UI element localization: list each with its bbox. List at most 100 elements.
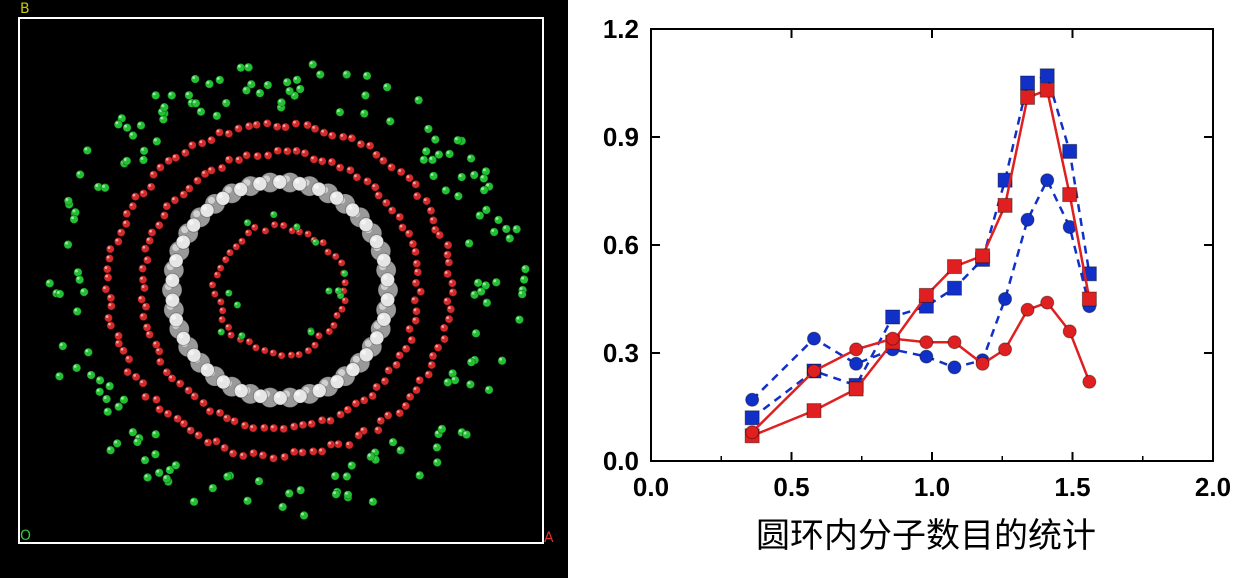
green-atom-highlight xyxy=(390,439,393,443)
green-atom-highlight xyxy=(309,61,313,65)
red-atom xyxy=(258,450,268,460)
green-atom-highlight xyxy=(102,184,106,188)
red-atom xyxy=(426,206,436,216)
red-atom xyxy=(162,367,172,377)
red-atom-highlight xyxy=(441,336,445,340)
red-atom-highlight xyxy=(423,198,427,202)
carbon-atom xyxy=(175,234,191,250)
red-atom-highlight xyxy=(413,280,416,283)
red-atom xyxy=(373,425,383,435)
carbon-atom-highlight xyxy=(379,314,384,320)
green-atom-highlight xyxy=(476,212,480,216)
red-atom-highlight xyxy=(337,164,341,168)
green-atom xyxy=(242,496,253,506)
red-atom xyxy=(298,420,308,430)
green-atom xyxy=(278,502,288,512)
red-atom xyxy=(384,365,394,375)
series-layer xyxy=(744,68,1097,444)
green-atom xyxy=(489,227,499,237)
green-atom-highlight xyxy=(186,92,189,96)
green-atom xyxy=(501,224,511,234)
green-atom-highlight xyxy=(244,220,248,223)
red-atom-highlight xyxy=(146,237,150,241)
red-atom xyxy=(291,119,301,129)
red-atom xyxy=(329,321,338,330)
red-atom xyxy=(114,331,123,341)
green-atom-highlight xyxy=(294,76,297,80)
carbon-atom xyxy=(253,388,268,404)
green-atom-highlight xyxy=(449,370,453,374)
red-atom-highlight xyxy=(416,377,420,381)
red-atom-highlight xyxy=(447,306,451,310)
red-atom xyxy=(224,323,233,332)
simulation-box-frame xyxy=(18,17,544,544)
green-atom-highlight xyxy=(434,459,438,463)
green-atom-highlight xyxy=(471,291,475,295)
red-atom xyxy=(263,151,273,160)
green-atom-highlight xyxy=(123,158,127,161)
carbon-atom xyxy=(233,383,249,399)
green-atom xyxy=(423,124,433,134)
red-atom xyxy=(272,122,282,132)
green-atom xyxy=(82,145,92,156)
red-atom xyxy=(149,170,158,180)
green-atom xyxy=(330,471,340,481)
red-atom-highlight xyxy=(410,241,413,244)
red-atom-highlight xyxy=(104,266,108,270)
red-atom xyxy=(422,196,432,206)
carbon-atom-highlight xyxy=(313,184,319,190)
carbon-atom-highlight xyxy=(364,339,372,347)
axis-label-a: A xyxy=(544,530,554,546)
carbon-atom xyxy=(376,311,392,327)
red-atom xyxy=(130,192,140,201)
red-atom xyxy=(304,230,313,239)
red-atom-highlight xyxy=(444,298,448,302)
carbon-atom-highlight xyxy=(178,237,184,243)
data-point-circle xyxy=(849,356,864,371)
carbon-atom-highlight xyxy=(331,193,337,199)
data-point-square xyxy=(1020,75,1036,91)
red-atom xyxy=(155,163,165,172)
red-atom-highlight xyxy=(161,212,165,216)
red-atom xyxy=(139,189,148,198)
data-point-circle xyxy=(919,349,934,364)
line-chart: 0.0 0.5 1.0 1.5 2.0 0.0 0.3 0.6 0.9 1.2 xyxy=(603,14,1231,502)
green-atom xyxy=(184,90,194,100)
green-atom xyxy=(481,205,491,215)
red-atom-highlight xyxy=(156,222,160,226)
red-atom xyxy=(245,337,254,346)
red-atom-highlight xyxy=(189,142,193,146)
red-atom xyxy=(401,401,411,411)
red-atom xyxy=(338,132,348,142)
data-point-square xyxy=(1039,82,1055,98)
red-atom-highlight xyxy=(403,345,407,349)
red-atom xyxy=(433,343,443,352)
green-atom-highlight xyxy=(85,349,89,353)
carbon-atom xyxy=(358,217,374,233)
red-atom-highlight xyxy=(308,421,312,424)
green-atom-highlight xyxy=(415,97,419,101)
red-atom-highlight xyxy=(333,253,336,257)
red-atom-highlight xyxy=(305,231,309,235)
red-atom xyxy=(184,386,193,395)
red-atom xyxy=(413,267,423,277)
red-atom xyxy=(344,440,354,450)
red-atom xyxy=(446,304,456,314)
data-point-square xyxy=(744,410,760,426)
green-atom-highlight xyxy=(466,240,470,244)
green-atom xyxy=(505,233,515,244)
green-atom xyxy=(86,370,96,380)
red-atom-highlight xyxy=(342,298,346,301)
data-point-square xyxy=(997,197,1013,213)
red-atom-highlight xyxy=(305,348,309,351)
red-atom xyxy=(289,422,299,431)
green-atom xyxy=(284,488,294,499)
green-atom-highlight xyxy=(72,209,76,213)
green-atom-highlight xyxy=(248,81,252,85)
red-atom-highlight xyxy=(413,308,417,312)
carbon-atom-highlight xyxy=(295,391,301,397)
red-atom xyxy=(370,182,380,192)
red-atom-highlight xyxy=(260,452,263,456)
green-atom-highlight xyxy=(348,462,352,466)
red-atom-highlight xyxy=(413,260,417,264)
